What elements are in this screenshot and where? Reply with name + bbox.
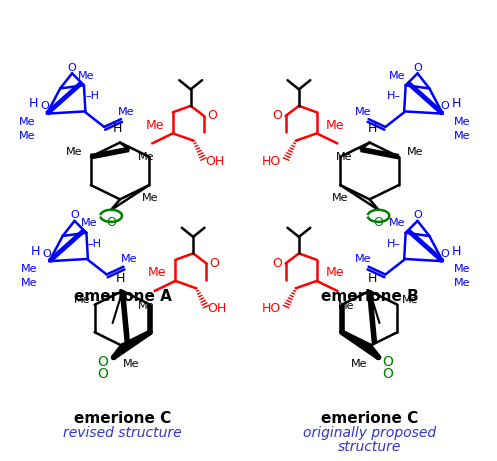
Text: O: O [382, 355, 393, 369]
Text: Me: Me [454, 278, 471, 288]
Text: O: O [97, 355, 108, 369]
Text: Me: Me [389, 71, 405, 81]
Text: O: O [413, 210, 422, 220]
Text: Me: Me [326, 266, 344, 279]
Text: Me: Me [19, 130, 35, 141]
Text: O: O [106, 216, 116, 229]
Text: Me: Me [407, 147, 423, 157]
Text: originally proposed: originally proposed [303, 426, 436, 440]
Text: OH: OH [205, 155, 225, 168]
Text: O: O [40, 101, 49, 111]
Text: Me: Me [350, 359, 367, 369]
Text: –H: –H [88, 239, 102, 249]
Text: Me: Me [335, 152, 352, 162]
Text: Me: Me [454, 130, 471, 141]
Text: H: H [31, 245, 40, 258]
Text: H: H [367, 122, 377, 135]
Text: emerione C: emerione C [321, 411, 418, 426]
Text: H–: H– [387, 91, 401, 101]
Text: O: O [374, 216, 383, 229]
Text: H: H [113, 122, 122, 135]
Text: O: O [207, 109, 217, 123]
Text: OH: OH [208, 302, 227, 315]
Text: O: O [441, 101, 450, 111]
Text: Me: Me [148, 266, 166, 279]
Text: revised structure: revised structure [63, 426, 182, 440]
Text: Me: Me [66, 147, 83, 157]
Text: emerione A: emerione A [74, 290, 171, 304]
Text: Me: Me [123, 359, 139, 369]
Text: O: O [382, 367, 393, 381]
Text: Me: Me [118, 107, 135, 117]
Text: emerione C: emerione C [74, 411, 171, 426]
Text: O: O [273, 109, 283, 123]
Text: Me: Me [454, 117, 471, 127]
Text: Me: Me [121, 254, 137, 264]
Text: H: H [367, 272, 377, 284]
Text: –H: –H [85, 91, 99, 101]
Text: Me: Me [74, 295, 90, 305]
Text: O: O [42, 249, 51, 259]
Text: Me: Me [21, 278, 38, 288]
Text: Me: Me [138, 301, 155, 311]
Text: Me: Me [78, 71, 94, 81]
Text: Me: Me [331, 193, 348, 202]
Text: emerione B: emerione B [321, 290, 418, 304]
Text: O: O [209, 257, 219, 270]
Text: O: O [441, 249, 450, 259]
Text: Me: Me [142, 193, 158, 202]
Text: Me: Me [337, 301, 354, 311]
Text: Me: Me [19, 117, 35, 127]
Text: H: H [452, 245, 461, 258]
Text: H: H [115, 272, 125, 284]
Text: O: O [273, 257, 283, 270]
Text: Me: Me [21, 265, 38, 274]
Text: Me: Me [145, 118, 164, 131]
Text: Me: Me [138, 152, 154, 162]
Text: O: O [413, 63, 422, 73]
Text: Me: Me [326, 118, 344, 131]
Text: H: H [452, 97, 461, 110]
Text: structure: structure [338, 440, 401, 454]
Text: Me: Me [402, 295, 418, 305]
Text: Me: Me [454, 265, 471, 274]
Text: O: O [68, 63, 77, 73]
Text: Me: Me [81, 218, 97, 228]
Text: HO: HO [261, 302, 281, 315]
Text: Me: Me [355, 254, 371, 264]
Text: H–: H– [387, 239, 401, 249]
Text: O: O [70, 210, 79, 220]
Text: HO: HO [261, 155, 281, 168]
Text: Me: Me [355, 107, 371, 117]
Text: H: H [28, 97, 38, 110]
Text: O: O [97, 367, 108, 381]
Text: Me: Me [389, 218, 405, 228]
